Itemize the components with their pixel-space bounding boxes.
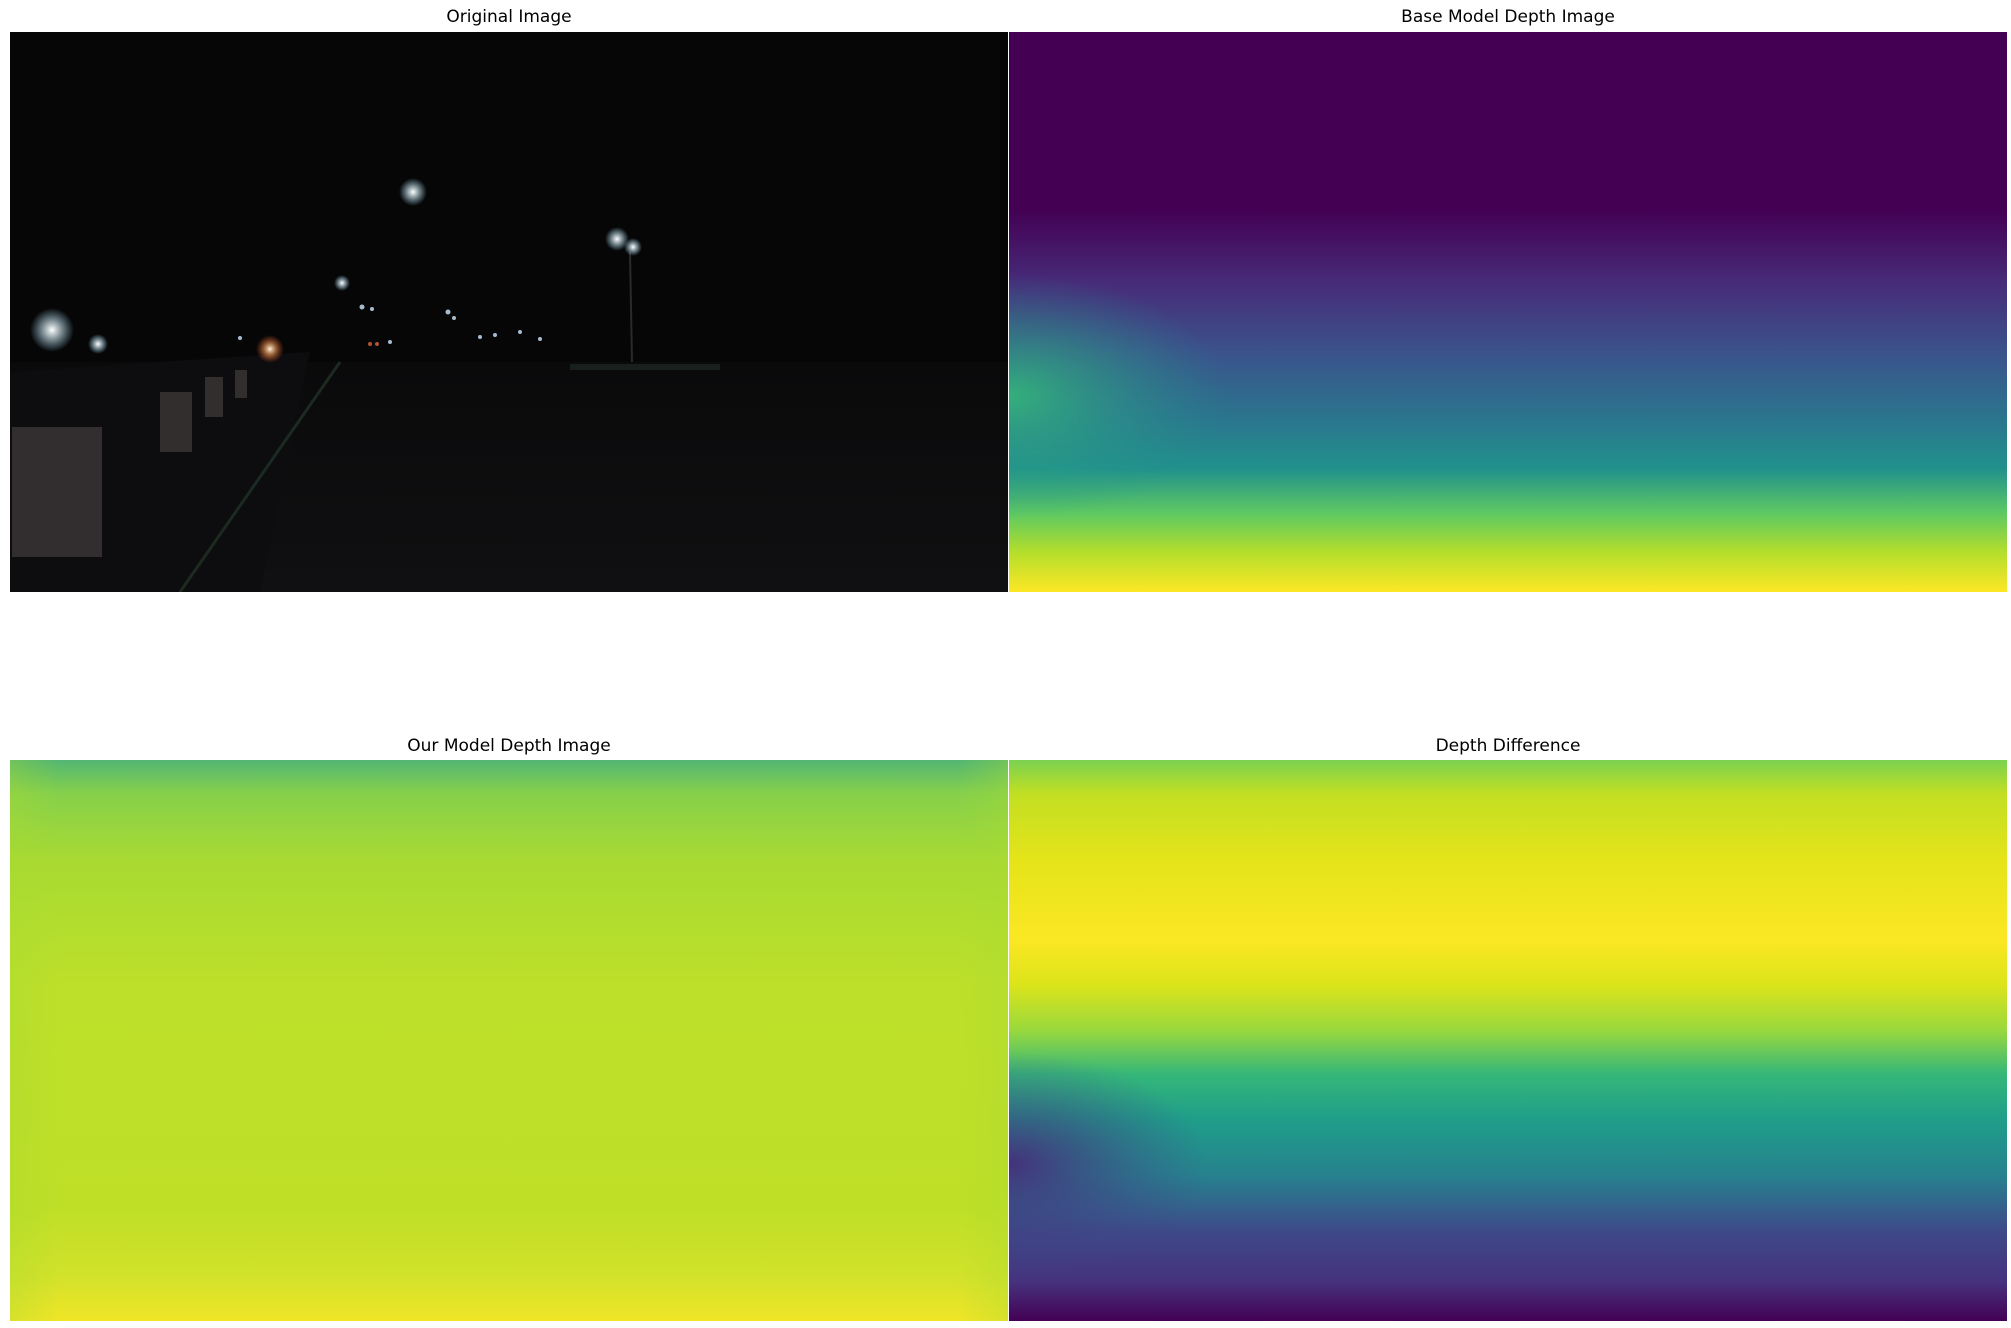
base-model-depth-map <box>1009 32 2007 592</box>
original-night-road-image <box>10 32 1008 592</box>
depth-difference-map <box>1009 760 2007 1321</box>
panel-title-original-image: Original Image <box>10 7 1008 27</box>
panel-title-our-model-depth: Our Model Depth Image <box>10 736 1008 756</box>
panel-title-depth-difference: Depth Difference <box>1009 736 2007 756</box>
our-model-depth-map <box>10 760 1008 1321</box>
panel-title-base-model-depth: Base Model Depth Image <box>1009 7 2007 27</box>
